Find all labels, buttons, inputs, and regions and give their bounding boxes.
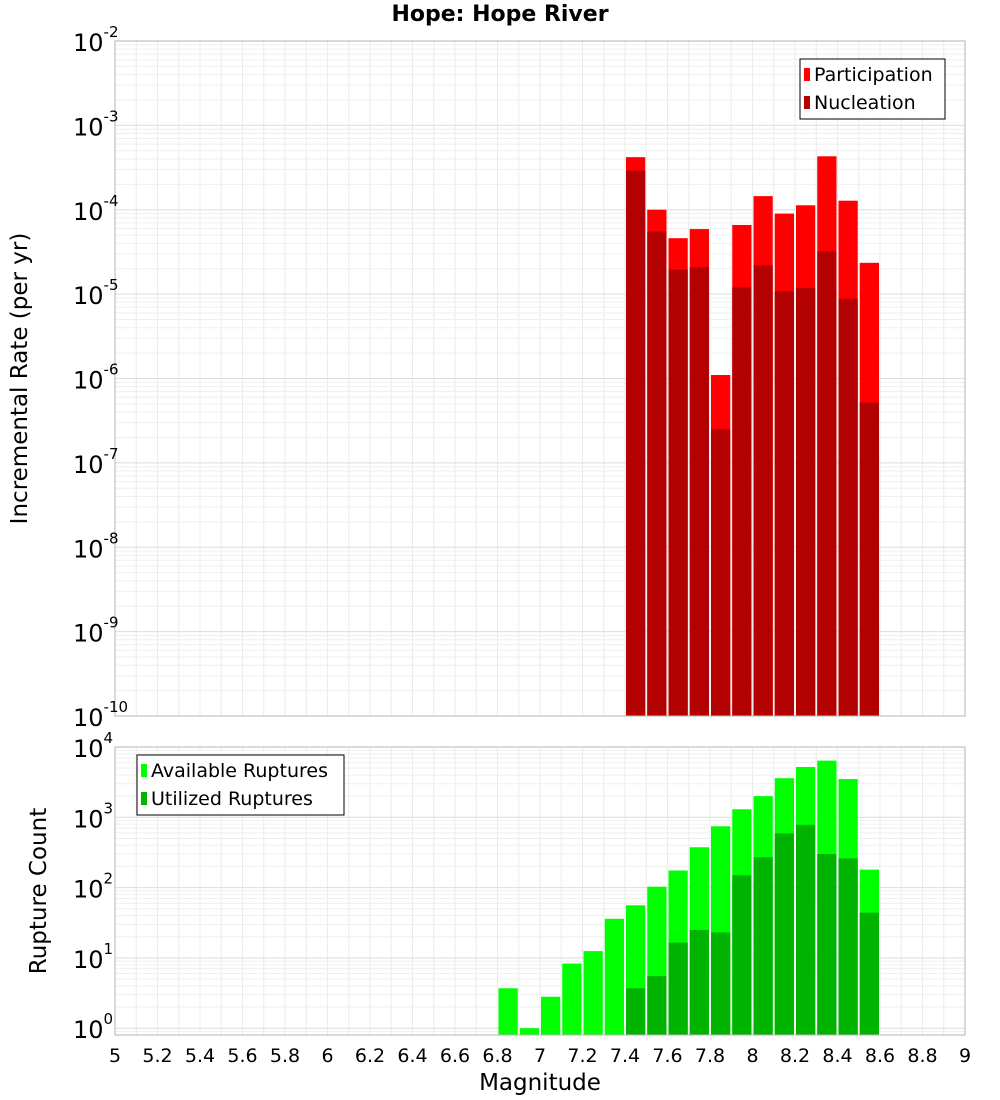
series-front [626,824,879,1035]
y-tick-label: 102 [73,870,113,904]
y-axis-label: Incremental Rate (per yr) [7,233,33,525]
rate-bar-front [732,287,752,716]
count-bar-back [583,951,603,1035]
y-tick-label: 101 [73,940,113,974]
x-tick-label: 8.4 [822,1045,852,1067]
rate-bar-front [626,170,646,716]
y-tick-label: 10-5 [73,276,119,310]
count-bar-back [541,996,561,1035]
count-bar-front [689,929,709,1035]
x-tick-label: 8 [746,1045,758,1067]
rate-bar-front [817,251,837,716]
rate-bar-front [838,298,858,716]
y-tick-label: 10-2 [73,23,119,57]
count-panel: 100 101 102 103 104 5 5.2 5.4 5.6 5.8 6 6.2 6.4 6.6 6.… [26,729,971,1096]
plot-frame [114,40,966,717]
x-tick-label: 7.6 [652,1045,682,1067]
legend-swatch [141,792,147,805]
count-bar-front [626,988,646,1035]
x-tick-label: 5.8 [270,1045,300,1067]
y-tick-label: 10-9 [73,614,119,648]
x-tick-label: 7.8 [695,1045,725,1067]
x-tick-label: 6.6 [440,1045,470,1067]
x-tick-label: 8.8 [907,1045,937,1067]
x-tick-label: 6.8 [482,1045,512,1067]
y-tick-label: 10-7 [73,445,119,479]
plot-frame [114,746,966,1036]
x-tick-label: 6.4 [397,1045,427,1067]
y-tick-labels: 100 101 102 103 104 [73,729,113,1044]
rate-bar-front [796,288,816,716]
x-tick-label: 8.6 [865,1045,895,1067]
count-bar-front [668,942,688,1035]
count-bar-front [859,912,879,1035]
x-axis-label: Magnitude [479,1070,601,1096]
rate-bar-front [774,291,794,716]
legend-box [799,58,946,120]
chart-title: Hope: Hope River [391,2,609,27]
series-front [626,170,879,716]
count-bar-front [817,854,837,1035]
rate-bar-front [859,402,879,716]
count-bar-front [732,875,752,1035]
count-bar-back [604,918,624,1035]
y-tick-label: 104 [73,729,113,763]
x-tick-label: 5.4 [185,1045,215,1067]
legend-label: Participation [814,64,933,86]
rate-bar-front [753,265,773,716]
count-bar-front [711,932,731,1035]
rate-bar-front [711,429,731,716]
x-tick-label: 7.2 [567,1045,597,1067]
legend-label: Available Ruptures [151,760,328,782]
x-tick-label: 5 [109,1045,121,1067]
legend: Available Ruptures Utilized Ruptures [136,754,345,816]
rate-bar-front [689,266,709,716]
legend-swatch [804,68,810,81]
y-tick-label: 10-10 [73,698,128,732]
legend: Participation Nucleation [799,58,946,120]
x-tick-label: 7.4 [610,1045,640,1067]
count-bar-front [838,858,858,1035]
legend-label: Utilized Ruptures [151,788,313,810]
x-tick-label: 5.6 [227,1045,257,1067]
legend-box [136,754,345,816]
rate-panel: 10-10 10-9 10-8 10-7 10-6 10-5 10-4 10-3 10-2 Inc… [7,23,966,732]
x-tick-label: 5.2 [142,1045,172,1067]
y-tick-label: 103 [73,799,113,833]
rate-bar-front [668,269,688,716]
x-tick-label: 7 [534,1045,546,1067]
y-axis-label: Rupture Count [26,808,52,974]
count-bar-back [498,988,518,1035]
gridlines [114,746,966,1036]
y-tick-labels: 10-10 10-9 10-8 10-7 10-6 10-5 10-4 10-3 10-2 [73,23,128,732]
legend-swatch [141,764,147,777]
y-tick-label: 10-6 [73,361,119,395]
x-tick-label: 6 [321,1045,333,1067]
count-bar-front [647,976,667,1035]
y-tick-label: 10-8 [73,529,119,563]
count-bar-front [774,833,794,1035]
count-bar-front [796,824,816,1035]
x-tick-label: 9 [959,1045,971,1067]
x-tick-label: 8.2 [780,1045,810,1067]
y-tick-label: 100 [73,1010,113,1044]
count-bar-back [519,1028,539,1035]
legend-label: Nucleation [814,92,916,114]
y-tick-label: 10-4 [73,192,119,226]
rate-bar-front [647,231,667,716]
x-tick-labels: 5 5.2 5.4 5.6 5.8 6 6.2 6.4 6.6 6.8 7 7.2 7.4 7.6 7.8 8… [109,1045,971,1067]
count-bar-back [562,963,582,1035]
count-bar-front [753,857,773,1035]
legend-swatch [804,96,810,109]
x-tick-label: 6.2 [355,1045,385,1067]
y-tick-label: 10-3 [73,107,119,141]
gridlines [114,40,966,717]
